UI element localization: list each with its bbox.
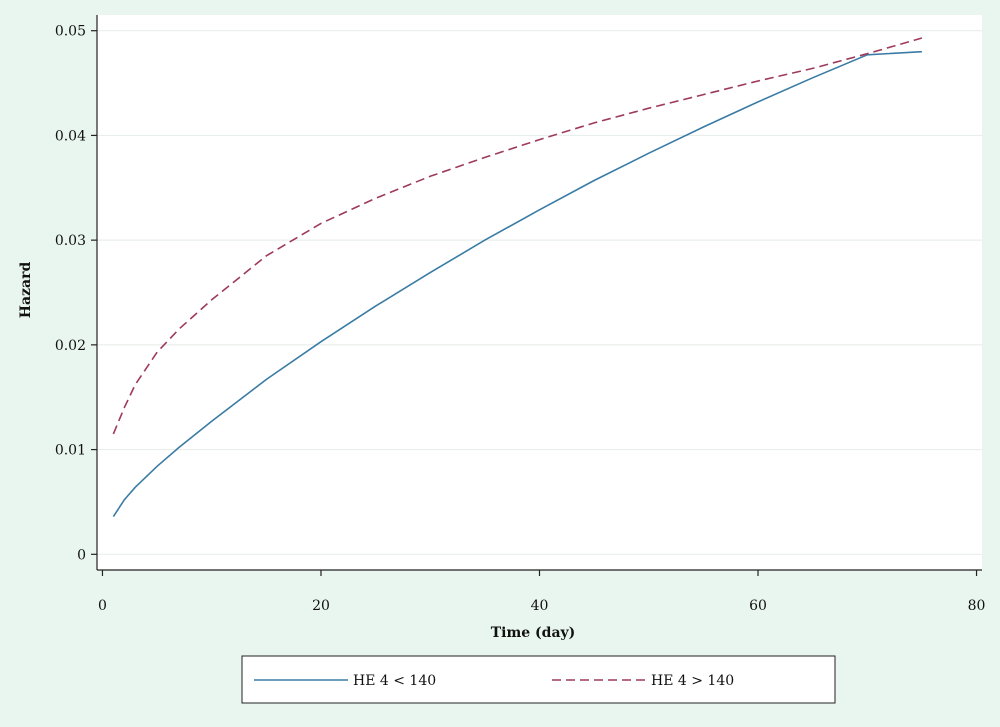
y-tick-label: 0.04 bbox=[55, 128, 86, 144]
axes: 0 0.01 0.02 0.03 0.04 0.05 0 20 40 60 80 bbox=[55, 15, 986, 614]
series-line-he4-high bbox=[112, 37, 923, 435]
x-axis-title: Time (day) bbox=[491, 625, 576, 641]
series-line-he4-low bbox=[112, 50, 922, 518]
y-tick-label: 0.02 bbox=[55, 338, 86, 354]
legend: HE 4 < 140 HE 4 > 140 bbox=[241, 655, 836, 704]
x-tick-label: 0 bbox=[98, 598, 107, 614]
grid-lines bbox=[97, 30, 982, 555]
x-tick-label: 60 bbox=[749, 598, 767, 614]
y-axis-title: Hazard bbox=[18, 262, 34, 319]
series-lines bbox=[112, 37, 923, 518]
legend-label-he4-low: HE 4 < 140 bbox=[353, 673, 436, 689]
y-tick-label: 0.01 bbox=[55, 443, 86, 459]
plot-area bbox=[97, 15, 982, 570]
y-tick-label: 0.05 bbox=[55, 24, 86, 40]
x-tick-label: 80 bbox=[968, 598, 986, 614]
legend-label-he4-high: HE 4 > 140 bbox=[651, 673, 734, 689]
y-tick-label: 0.03 bbox=[55, 233, 86, 249]
y-tick-label: 0 bbox=[77, 547, 86, 563]
x-tick-label: 20 bbox=[312, 598, 330, 614]
x-tick-label: 40 bbox=[531, 598, 549, 614]
